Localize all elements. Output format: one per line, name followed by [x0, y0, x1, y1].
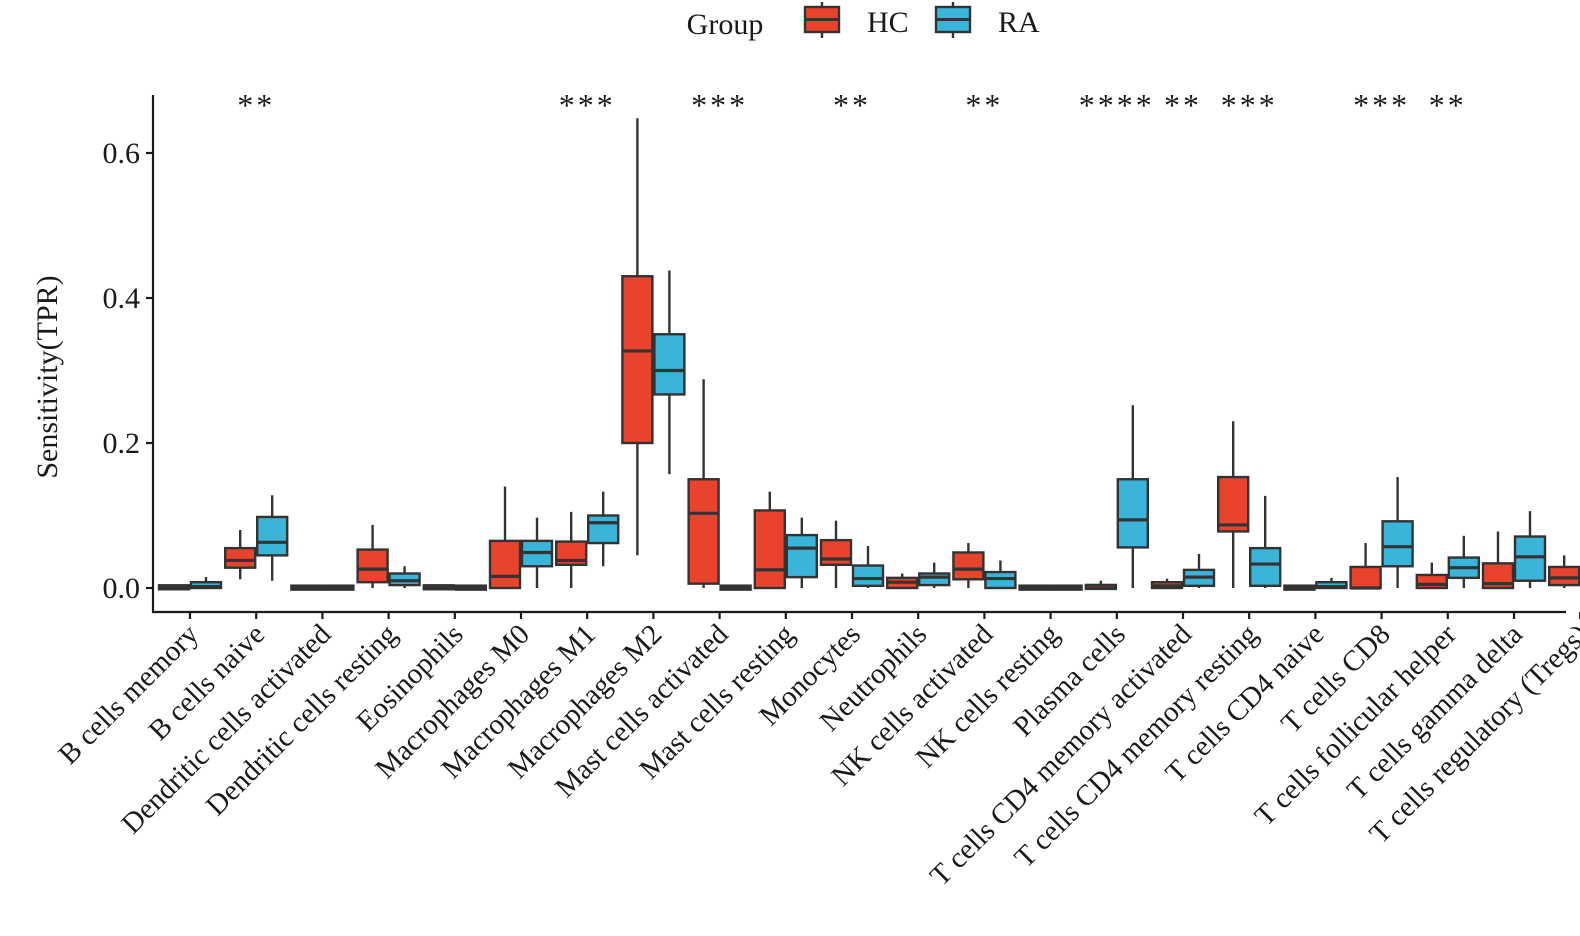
- legend-label: RA: [998, 6, 1040, 39]
- box-RA: [785, 517, 818, 588]
- box-RA: [1381, 477, 1414, 588]
- box: [687, 478, 720, 585]
- box-RA: [454, 584, 487, 591]
- box-HC: [1481, 531, 1515, 590]
- box-HC: [1150, 578, 1184, 590]
- legend-item-HC: HC: [803, 2, 909, 39]
- box: [1381, 520, 1414, 568]
- significance-label: **: [1429, 87, 1467, 123]
- box-RA: [1447, 535, 1481, 588]
- box: [653, 333, 686, 396]
- box-RA: [322, 584, 355, 591]
- box-RA: [1050, 584, 1083, 591]
- box: [356, 548, 389, 584]
- plot-area: [157, 118, 1580, 591]
- box-HC: [157, 584, 191, 591]
- box: [1216, 475, 1250, 533]
- significance-labels: ** *** *** ** ** **** ** *** *** **: [237, 87, 1467, 123]
- legend-item-RA: RA: [934, 2, 1040, 39]
- box-HC: [356, 524, 389, 588]
- box-RA: [1116, 405, 1150, 588]
- box: [1116, 478, 1150, 549]
- significance-label: ***: [559, 87, 616, 123]
- box-RA: [587, 491, 620, 567]
- box: [488, 539, 522, 590]
- box: [753, 509, 786, 590]
- y-ticks: 0.0 0.2 0.4 0.6: [103, 137, 153, 605]
- significance-label: **: [833, 87, 871, 123]
- y-tick-label: 0.0: [103, 572, 141, 605]
- box-HC: [1349, 543, 1382, 590]
- box-HC: [290, 584, 323, 591]
- box: [621, 275, 654, 445]
- box-HC: [819, 520, 853, 588]
- box: [819, 538, 853, 567]
- box-HC: [886, 573, 919, 590]
- legend-label: HC: [867, 6, 909, 39]
- box: [952, 551, 985, 581]
- significance-label: ***: [691, 87, 748, 123]
- box-HC: [422, 584, 455, 591]
- box-HC: [223, 530, 257, 580]
- box: [918, 572, 951, 587]
- box: [1513, 535, 1547, 582]
- box: [256, 515, 289, 557]
- box-RA: [653, 270, 686, 475]
- significance-label: **: [965, 87, 1003, 123]
- legend-title: Group: [687, 8, 764, 41]
- legend-items: HC RA: [803, 2, 1040, 39]
- box-HC: [1018, 584, 1051, 591]
- box: [1248, 546, 1282, 588]
- box-HC: [687, 379, 720, 588]
- legend: Group HC RA: [687, 2, 1040, 41]
- box-RA: [388, 566, 421, 588]
- box: [1349, 565, 1382, 590]
- box-HC: [952, 543, 985, 588]
- y-tick-label: 0.2: [103, 427, 141, 460]
- box-RA: [189, 577, 223, 590]
- box-HC: [555, 511, 588, 588]
- box-RA: [851, 545, 885, 588]
- box: [587, 514, 620, 545]
- box-HC: [1216, 421, 1250, 588]
- box-RA: [1248, 495, 1282, 588]
- box-RA: [984, 560, 1017, 590]
- box-HC: [1084, 580, 1118, 591]
- significance-label: **: [237, 87, 275, 123]
- significance-label: ***: [1353, 87, 1410, 123]
- box: [223, 546, 257, 569]
- box-RA: [520, 517, 554, 588]
- box-HC: [753, 491, 786, 590]
- box-HC: [1415, 562, 1449, 590]
- box-RA: [1182, 553, 1216, 588]
- box: [785, 533, 818, 579]
- y-axis: Sensitivity(TPR) 0.0 0.2 0.4 0.6: [31, 95, 155, 613]
- box-RA: [1513, 511, 1547, 588]
- box-RA: [719, 584, 752, 591]
- y-tick-label: 0.4: [103, 282, 141, 315]
- box-RA: [918, 562, 951, 588]
- box-RA: [1315, 577, 1348, 590]
- series-RA: [189, 270, 1580, 591]
- y-axis-label: Sensitivity(TPR): [31, 275, 64, 478]
- significance-label: ****: [1079, 87, 1155, 123]
- box-HC: [488, 486, 522, 590]
- box: [1415, 573, 1449, 590]
- box-RA: [256, 495, 289, 581]
- box-HC: [1283, 584, 1316, 591]
- y-tick-label: 0.6: [103, 137, 141, 170]
- series-HC: [157, 118, 1580, 591]
- box-HC: [621, 118, 654, 556]
- box: [851, 564, 885, 588]
- box-HC: [1547, 555, 1580, 588]
- box: [1547, 565, 1580, 587]
- significance-label: **: [1164, 87, 1202, 123]
- significance-label: ***: [1221, 87, 1278, 123]
